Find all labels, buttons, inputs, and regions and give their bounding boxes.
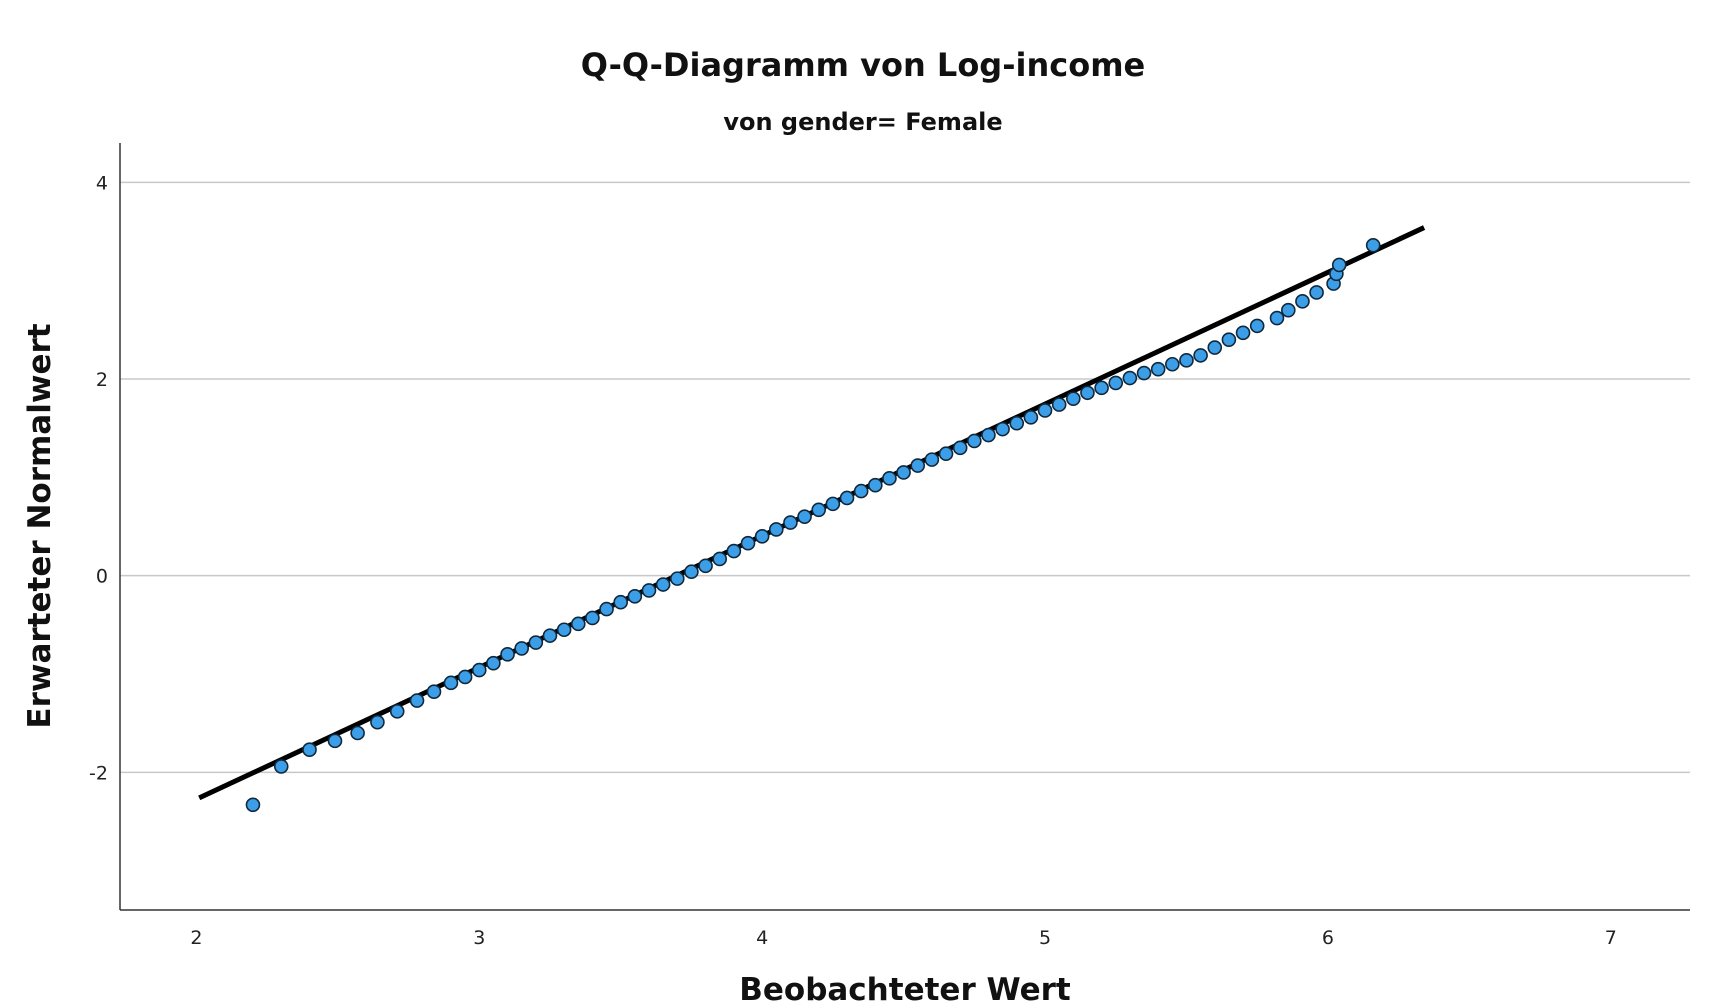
data-point	[389, 704, 405, 719]
data-point	[350, 725, 365, 741]
data-point	[669, 571, 685, 586]
data-point	[471, 662, 487, 678]
data-point	[1066, 391, 1081, 406]
data-point	[1165, 356, 1180, 372]
chart-title: Q-Q-Diagramm von Log-income	[580, 46, 1146, 84]
data-point	[1193, 348, 1208, 363]
data-point	[1009, 415, 1025, 431]
data-point	[1309, 285, 1324, 300]
data-point	[825, 496, 841, 512]
data-point	[839, 490, 855, 506]
data-point	[514, 641, 529, 656]
data-point	[882, 471, 897, 486]
data-point	[684, 564, 699, 580]
y-tick-label: 0	[96, 566, 108, 588]
data-point	[556, 622, 572, 638]
data-point	[740, 535, 756, 551]
x-axis-title: Beobachteter Wert	[739, 972, 1071, 1008]
y-tick-labels: -2 0 2 4	[89, 172, 108, 784]
data-point	[409, 693, 425, 708]
data-point	[797, 509, 812, 524]
data-point	[867, 477, 883, 493]
data-point	[938, 446, 954, 462]
x-tick-label: 6	[1322, 927, 1334, 949]
data-point	[273, 759, 289, 774]
data-point	[811, 502, 827, 518]
data-point	[1179, 353, 1194, 368]
y-tick-label: 4	[96, 172, 108, 194]
x-tick-label: 2	[190, 927, 202, 949]
data-point	[655, 577, 671, 592]
reference-line-group	[198, 225, 1426, 801]
x-tick-label: 7	[1605, 927, 1617, 949]
data-point	[641, 583, 657, 598]
data-point	[1108, 375, 1124, 391]
data-point	[853, 483, 869, 499]
data-point	[585, 610, 600, 626]
data-point	[370, 714, 385, 730]
data-point	[1150, 361, 1166, 377]
data-point	[613, 594, 629, 610]
data-point	[426, 684, 442, 700]
data-point	[1295, 294, 1310, 309]
data-point	[627, 589, 643, 604]
data-point	[443, 675, 459, 691]
data-point	[500, 647, 515, 662]
data-point	[981, 427, 996, 443]
data-point	[1207, 340, 1223, 355]
data-point	[245, 797, 261, 813]
data-point	[1037, 403, 1053, 418]
data-point	[1269, 310, 1285, 326]
data-point	[1122, 370, 1138, 386]
y-tick-label: -2	[89, 762, 108, 784]
data-point	[327, 733, 343, 749]
data-point	[542, 628, 558, 643]
x-tick-labels: 2 3 4 5 6 7	[190, 927, 1617, 949]
x-tick-label: 4	[756, 927, 768, 949]
data-point	[1221, 332, 1237, 347]
reference-line	[198, 225, 1426, 801]
y-axis-title: Erwarteter Normalwert	[22, 323, 58, 728]
data-point	[599, 601, 614, 617]
x-tick-label: 5	[1039, 927, 1051, 949]
data-point	[1094, 380, 1109, 396]
data-point	[698, 558, 713, 574]
data-point	[1051, 397, 1067, 412]
data-point	[1249, 318, 1265, 334]
data-point	[1281, 302, 1296, 318]
data-point	[995, 421, 1010, 437]
data-point	[1365, 237, 1381, 253]
data-point	[457, 669, 473, 685]
data-point	[952, 440, 968, 456]
chart-subtitle: von gender= Female	[723, 108, 1003, 136]
data-point	[528, 635, 544, 650]
data-point	[967, 433, 982, 449]
data-point	[1023, 410, 1039, 425]
data-point	[1235, 325, 1251, 341]
data-point	[1331, 257, 1347, 273]
data-point	[896, 465, 911, 480]
data-point	[486, 655, 501, 671]
data-point	[924, 452, 940, 467]
data-point	[910, 458, 926, 473]
data-point	[783, 515, 798, 530]
y-tick-label: 2	[96, 369, 108, 391]
data-point	[1136, 365, 1152, 381]
x-tick-label: 3	[473, 927, 485, 949]
data-point	[302, 742, 317, 758]
axes	[119, 143, 1690, 911]
data-point	[712, 551, 728, 567]
gridlines	[120, 181, 1690, 774]
data-point	[1080, 385, 1095, 401]
data-points	[245, 237, 1381, 813]
data-point	[570, 616, 586, 632]
data-point	[754, 529, 770, 544]
data-point	[768, 522, 784, 537]
data-point	[726, 543, 742, 559]
